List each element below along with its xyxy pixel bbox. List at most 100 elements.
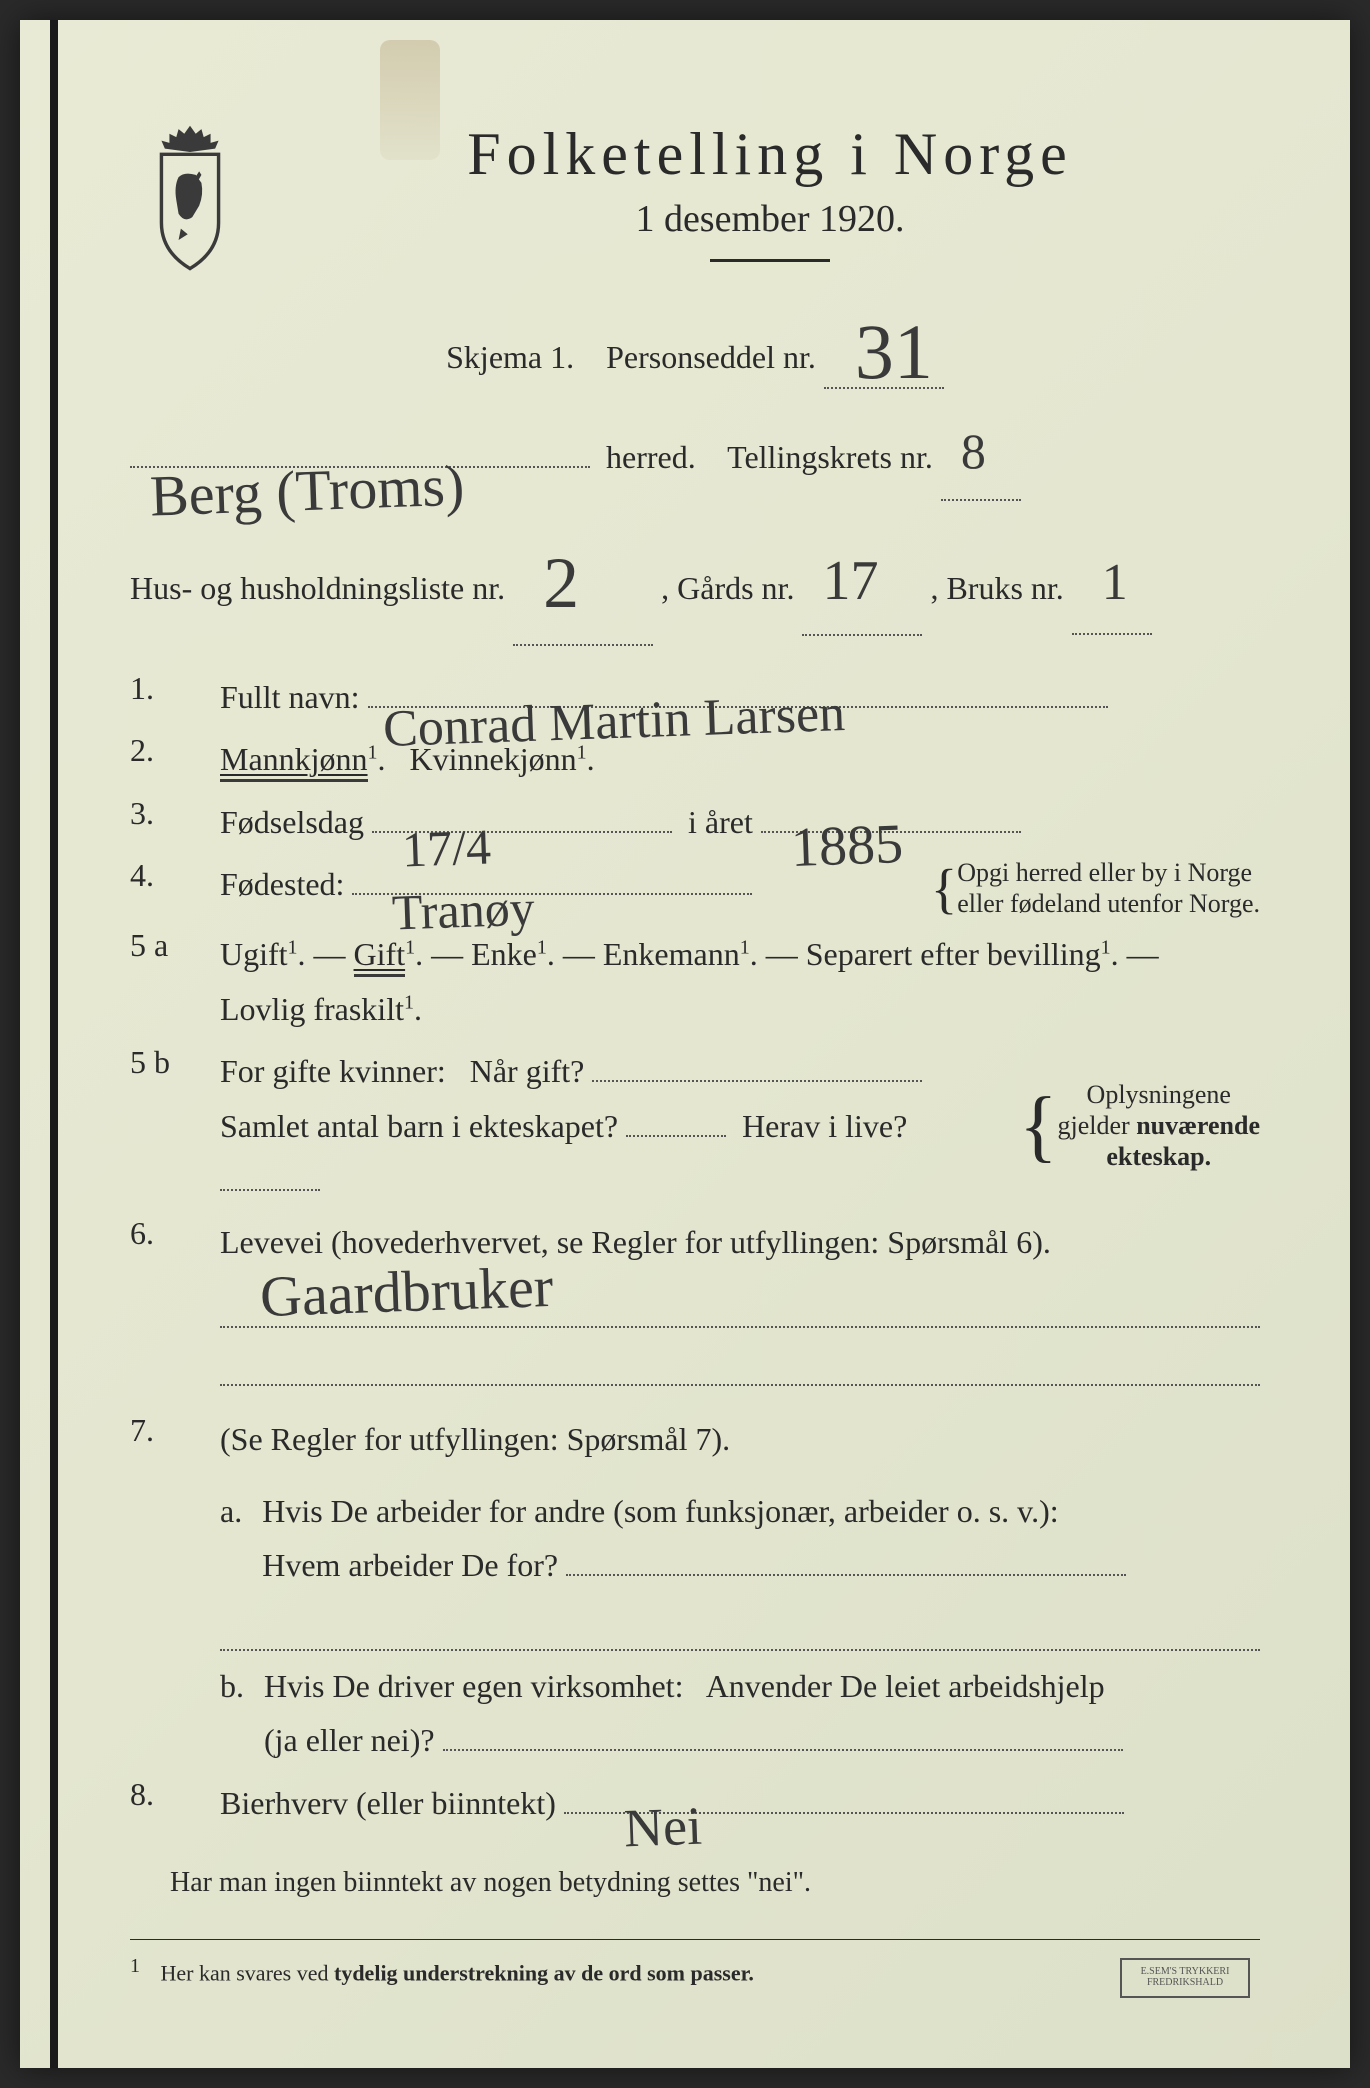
q5a-opt3: Enkemann xyxy=(603,936,740,972)
bruks-label: , Bruks nr. xyxy=(930,570,1063,606)
title-divider xyxy=(710,259,830,262)
q7a-label: a. xyxy=(220,1484,242,1593)
footnote-text1: Her kan svares ved xyxy=(161,1961,335,1986)
q8-field: Nei xyxy=(564,1812,1124,1814)
footnote: 1 Her kan svares ved tydelig understrekn… xyxy=(130,1955,1260,1986)
q1-value: Conrad Martin Larsen xyxy=(381,670,846,774)
personseddel-field: 31 xyxy=(824,297,944,389)
footnote-num: 1 xyxy=(130,1955,140,1977)
q3-row: 3. Fødselsdag 17/4 i året 1885 xyxy=(130,795,1260,849)
gards-label: , Gårds nr. xyxy=(661,570,794,606)
q5b-content: For gifte kvinner: Når gift? Samlet anta… xyxy=(220,1044,1260,1207)
q6-num: 6. xyxy=(130,1215,200,1269)
personseddel-label: Personseddel nr. xyxy=(606,339,816,375)
q4-content: Fødested: Tranøy { Opgi herred eller by … xyxy=(220,857,1260,919)
q2-sup1: 1 xyxy=(368,742,378,764)
bruks-value: 1 xyxy=(1102,534,1128,633)
footer-note: Har man ingen biinntekt av nogen betydni… xyxy=(170,1856,1260,1909)
q7b-field xyxy=(443,1749,1123,1751)
q8-row: 8. Bierhverv (eller biinntekt) Nei xyxy=(130,1776,1260,1830)
skjema-label: Skjema 1. xyxy=(446,339,574,375)
q5b-num: 5 b xyxy=(130,1044,200,1207)
q1-row: 1. Fullt navn: Conrad Martin Larsen xyxy=(130,670,1260,724)
hus-line: Hus- og husholdningsliste nr. 2 , Gårds … xyxy=(130,507,1260,646)
q7b-label: b. xyxy=(220,1659,244,1768)
q5b-barn: Samlet antal barn i ekteskapet? xyxy=(220,1108,618,1144)
subtitle: 1 desember 1920. xyxy=(280,197,1260,241)
q4-value: Tranøy xyxy=(391,866,537,956)
q8-label: Bierhverv (eller biinntekt) xyxy=(220,1785,556,1821)
q5b-herav-field xyxy=(220,1189,320,1191)
q5a-opt4: Separert efter bevilling xyxy=(806,936,1101,972)
q5a-row: 5 a Ugift1. — Gift1. — Enke1. — Enkemann… xyxy=(130,927,1260,1036)
q5b-note1: Oplysningene xyxy=(1087,1080,1231,1109)
q4-label: Fødested: xyxy=(220,866,344,902)
q3-aret-value: 1885 xyxy=(789,797,904,896)
q7a-text1: Hvis De arbeider for andre (som funksjon… xyxy=(262,1493,1058,1529)
q3-aret-label: i året xyxy=(688,804,753,840)
personseddel-value: 31 xyxy=(855,307,933,397)
q7b-text3: (ja eller nei)? xyxy=(264,1722,435,1758)
q7b-row: b. Hvis De driver egen virksomhet: Anven… xyxy=(220,1659,1260,1768)
q6-field2 xyxy=(220,1336,1260,1386)
q2-mann: Mannkjønn xyxy=(220,741,368,782)
q1-label: Fullt navn: xyxy=(220,679,360,715)
printer-stamp: E.SEM'S TRYKKERI FREDRIKSHALD xyxy=(1120,1958,1250,1998)
gards-value: 17 xyxy=(822,528,878,634)
herred-line: Berg (Troms) herred. Tellingskrets nr. 8 xyxy=(130,404,1260,501)
bruks-field: 1 xyxy=(1072,534,1152,635)
q5b-herav: Herav i live? xyxy=(742,1108,907,1144)
tellingskrets-field: 8 xyxy=(941,404,1021,501)
q5b-barn-field xyxy=(626,1135,726,1137)
q4-note2: eller fødeland utenfor Norge. xyxy=(957,889,1260,918)
q5a-content: Ugift1. — Gift1. — Enke1. — Enkemann1. —… xyxy=(220,927,1260,1036)
q4-note1: Opgi herred eller by i Norge xyxy=(957,858,1252,887)
q5a-num: 5 a xyxy=(130,927,200,1036)
q6-value: Gaardbruker xyxy=(259,1253,554,1330)
q7-num: 7. xyxy=(130,1412,200,1593)
footer-divider xyxy=(130,1939,1260,1940)
herred-label: herred. xyxy=(606,439,696,475)
census-form-page: Folketelling i Norge 1 desember 1920. Sk… xyxy=(20,20,1350,2068)
q5a-opt5: Lovlig fraskilt xyxy=(220,991,404,1027)
q5b-note: Oplysningene gjelder nuværende ekteskap. xyxy=(1058,1079,1260,1173)
q3-aret-field: 1885 xyxy=(761,831,1021,833)
q7a-text2: Hvem arbeider De for? xyxy=(262,1547,558,1583)
q7a-field xyxy=(566,1574,1126,1576)
q5a-opt0: Ugift xyxy=(220,936,288,972)
norwegian-crest-icon xyxy=(130,120,250,280)
q1-content: Fullt navn: Conrad Martin Larsen xyxy=(220,670,1260,724)
hus-value: 2 xyxy=(543,515,579,652)
q4-bracket-icon: { xyxy=(931,872,957,905)
q3-content: Fødselsdag 17/4 i året 1885 xyxy=(220,795,1260,849)
gards-field: 17 xyxy=(802,528,922,636)
q6-label: Levevei (hovederhvervet, se Regler for u… xyxy=(220,1224,1051,1260)
q7b-content: b. Hvis De driver egen virksomhet: Anven… xyxy=(220,1659,1260,1768)
tellingskrets-value: 8 xyxy=(961,404,986,499)
q7-row: 7. (Se Regler for utfyllingen: Spørsmål … xyxy=(130,1412,1260,1593)
q3-dag-label: Fødselsdag xyxy=(220,804,364,840)
q5b-bracket-icon: { xyxy=(1019,1102,1057,1150)
q4-field: Tranøy xyxy=(352,893,752,895)
hus-field: 2 xyxy=(513,507,653,646)
footnote-bold: tydelig understrekning av de ord som pas… xyxy=(334,1961,754,1986)
skjema-line: Skjema 1. Personseddel nr. 31 xyxy=(130,297,1260,389)
q3-num: 3. xyxy=(130,795,200,849)
q1-field: Conrad Martin Larsen xyxy=(368,706,1108,708)
q7b-text1: Hvis De driver egen virksomhet: xyxy=(264,1668,683,1704)
q3-dag-field: 17/4 xyxy=(372,831,672,833)
q5b-row: 5 b For gifte kvinner: Når gift? Samlet … xyxy=(130,1044,1260,1207)
q1-num: 1. xyxy=(130,670,200,724)
q5b-note2: gjelder nuværende xyxy=(1058,1111,1260,1140)
q4-num: 4. xyxy=(130,857,200,919)
q4-row: 4. Fødested: Tranøy { Opgi herred eller … xyxy=(130,857,1260,919)
q8-num: 8. xyxy=(130,1776,200,1830)
tellingskrets-label: Tellingskrets nr. xyxy=(727,439,933,475)
q8-content: Bierhverv (eller biinntekt) Nei xyxy=(220,1776,1260,1830)
q4-note: Opgi herred eller by i Norge eller fødel… xyxy=(957,857,1260,919)
herred-field: Berg (Troms) xyxy=(130,466,590,468)
q7b-text2: Anvender De leiet arbeidshjelp xyxy=(706,1668,1105,1704)
q5b-nar: Når gift? xyxy=(470,1053,585,1089)
q5b-note3: ekteskap. xyxy=(1106,1142,1211,1171)
q5b-nar-field xyxy=(592,1080,922,1082)
